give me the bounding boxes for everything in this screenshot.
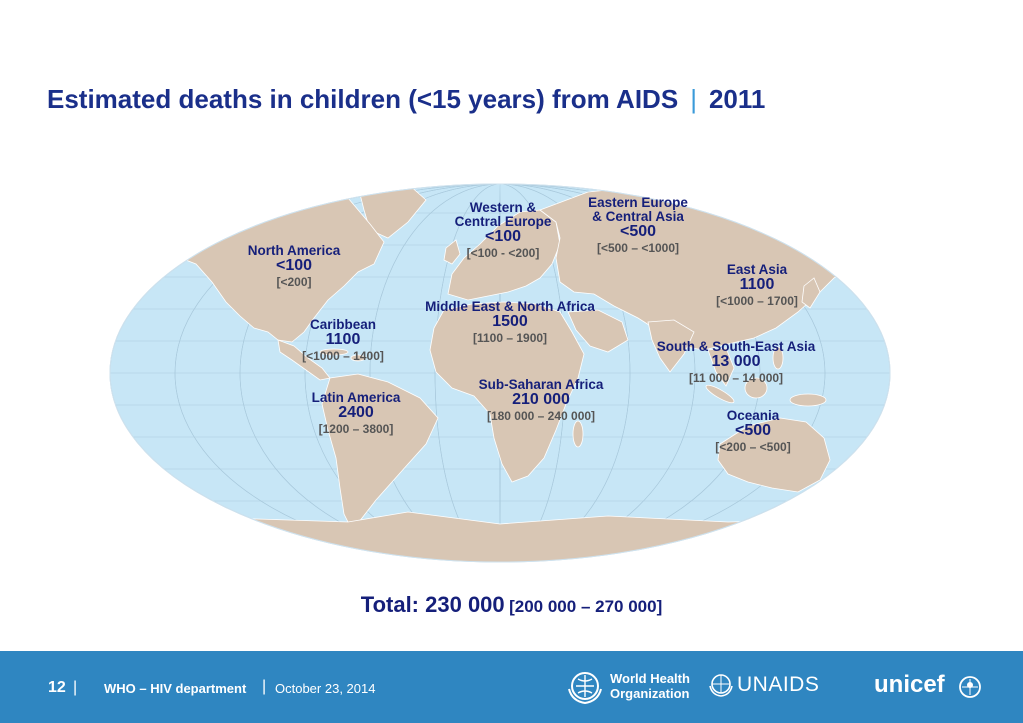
- madagascar-shape: [572, 420, 584, 448]
- britain-shape: [443, 239, 461, 265]
- department-label: WHO – HIV department: [104, 681, 247, 696]
- region-label: East Asia 1100 [<1000 – 1700]: [716, 263, 798, 309]
- region-name: South & South-East Asia: [656, 339, 816, 354]
- region-label: Western & Central Europe <100 [<100 - <200]: [455, 201, 552, 261]
- page-title: Estimated deaths in children (<15 years)…: [47, 84, 765, 115]
- region-label: South & South-East Asia 13 000 [11 000 – 1…: [657, 340, 816, 386]
- who-logo: World Health Organization: [566, 667, 696, 707]
- region-label: Sub-Saharan Africa 210 000 [180 000 – 240 …: [479, 378, 604, 424]
- region-name: East Asia: [726, 262, 788, 277]
- unicef-logo: unicef: [874, 669, 988, 707]
- region-name: Middle East & North Africa: [425, 299, 595, 314]
- who-emblem-icon: [568, 672, 602, 705]
- region-name: North America: [247, 243, 341, 258]
- region-label: Caribbean 1100 [<1000 – 1400]: [302, 318, 384, 364]
- region-value: <100: [275, 257, 313, 274]
- region-value: <500: [619, 223, 657, 240]
- title-year: 2011: [708, 84, 766, 114]
- region-label: North America <100 [<200]: [248, 244, 341, 290]
- unaids-wordmark: UNAIDS: [737, 673, 820, 696]
- hispaniola-shape: [350, 354, 366, 362]
- world-map: [109, 183, 891, 563]
- footer-bar: 12 | WHO – HIV department | October 23, …: [0, 651, 1023, 723]
- total-value: Total: 230 000: [360, 592, 505, 617]
- region-name: Latin America: [311, 390, 401, 405]
- new-zealand-shape: [865, 480, 879, 504]
- sumatra-shape: [705, 384, 735, 404]
- arabia-shape: [567, 309, 629, 353]
- region-name: Caribbean: [309, 317, 377, 332]
- title-text: Estimated deaths in children (<15 years)…: [47, 84, 679, 114]
- region-label: Eastern Europe & Central Asia <500 [<500 – …: [588, 196, 688, 256]
- region-label: Middle East & North Africa 1500 [1100 – 19…: [425, 300, 595, 346]
- region-value: 1500: [492, 313, 528, 330]
- europe-shape: [447, 209, 561, 301]
- indochina-shape: [707, 347, 735, 387]
- region-name: & Central Asia: [592, 209, 684, 224]
- borneo-shape: [744, 377, 768, 399]
- cuba-shape: [319, 348, 349, 356]
- un-emblem-icon: [709, 674, 733, 697]
- footer-separator: |: [73, 679, 78, 696]
- region-value: 13 000: [711, 353, 761, 370]
- total-line: Total: 230 000 [200 000 – 270 000]: [0, 592, 1023, 618]
- footer-date: October 23, 2014: [275, 681, 376, 696]
- region-name: Sub-Saharan Africa: [478, 377, 604, 392]
- india-shape: [647, 319, 695, 373]
- region-range: [11 000 – 14 000]: [688, 371, 784, 385]
- region-value: 210 000: [512, 391, 570, 408]
- title-separator: |: [690, 84, 697, 114]
- region-name: Oceania: [726, 408, 780, 423]
- region-range: [<500 – <1000]: [596, 241, 680, 255]
- africa-shape: [429, 301, 585, 483]
- region-name: Central Europe: [454, 214, 552, 229]
- region-range: [<1000 – 1700]: [716, 294, 798, 308]
- region-value: <500: [734, 422, 772, 439]
- page-number: 12: [48, 679, 66, 696]
- region-label: Latin America 2400 [1200 – 3800]: [312, 391, 401, 437]
- region-range: [<100 - <200]: [466, 246, 540, 260]
- who-logo-line2: Organization: [610, 686, 690, 701]
- region-value: <100: [484, 228, 522, 245]
- footer-separator-2: |: [262, 678, 267, 695]
- philippines-shape: [772, 346, 784, 370]
- region-value: 2400: [338, 404, 374, 421]
- south-america-shape: [321, 373, 439, 531]
- region-range: [1100 – 1900]: [472, 331, 548, 345]
- region-range: [1200 – 3800]: [318, 422, 394, 436]
- unaids-logo: UNAIDS: [708, 671, 858, 705]
- australia-shape: [717, 417, 831, 493]
- unicef-wordmark: unicef: [874, 671, 945, 698]
- region-range: [<200]: [276, 275, 312, 289]
- region-value: 1100: [739, 276, 775, 293]
- new-guinea-shape: [789, 393, 827, 407]
- region-range: [180 000 – 240 000]: [486, 409, 596, 423]
- central-america-shape: [277, 339, 331, 381]
- region-range: [<200 – <500]: [715, 440, 791, 454]
- japan-shape: [801, 277, 821, 309]
- region-name: Western &: [469, 200, 537, 215]
- region-label: Oceania <500 [<200 – <500]: [715, 409, 790, 455]
- region-name: Eastern Europe: [588, 195, 688, 210]
- total-range: [200 000 – 270 000]: [509, 597, 663, 616]
- who-logo-line1: World Health: [610, 671, 690, 686]
- region-range: [<1000 – 1400]: [302, 349, 384, 363]
- unicef-emblem-icon: [959, 676, 981, 698]
- region-value: 1100: [325, 331, 361, 348]
